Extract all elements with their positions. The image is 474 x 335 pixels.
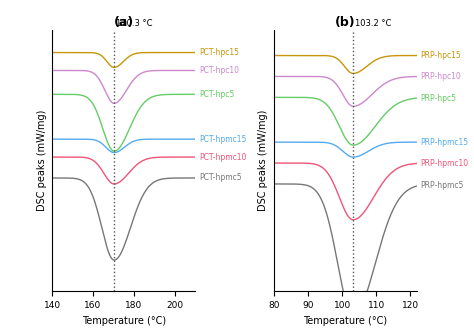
- Text: 170.3 °C: 170.3 °C: [116, 18, 153, 27]
- Text: PCT-hpmc15: PCT-hpmc15: [200, 135, 247, 144]
- X-axis label: Temperature (°C): Temperature (°C): [303, 316, 388, 326]
- Text: PCT-hpc5: PCT-hpc5: [200, 90, 235, 99]
- Title: (b): (b): [335, 16, 356, 29]
- Text: PRP-hpmc5: PRP-hpmc5: [420, 182, 464, 191]
- Text: PRP-hpc10: PRP-hpc10: [420, 72, 461, 81]
- Text: PRP-hpc5: PRP-hpc5: [420, 93, 456, 103]
- Text: PCT-hpc15: PCT-hpc15: [200, 48, 239, 57]
- Text: PRP-hpmc15: PRP-hpmc15: [420, 138, 469, 147]
- Text: PCT-hpmc5: PCT-hpmc5: [200, 174, 242, 183]
- Text: PCT-hpc10: PCT-hpc10: [200, 66, 239, 75]
- Title: (a): (a): [114, 16, 134, 29]
- Text: PRP-hpmc10: PRP-hpmc10: [420, 159, 469, 168]
- Text: PCT-hpmc10: PCT-hpmc10: [200, 152, 247, 161]
- Text: PRP-hpc15: PRP-hpc15: [420, 51, 461, 60]
- Text: 103.2 °C: 103.2 °C: [355, 18, 392, 27]
- Y-axis label: DSC peaks (mW/mg): DSC peaks (mW/mg): [258, 110, 268, 211]
- X-axis label: Temperature (°C): Temperature (°C): [82, 316, 166, 326]
- Y-axis label: DSC peaks (mW/mg): DSC peaks (mW/mg): [36, 110, 46, 211]
